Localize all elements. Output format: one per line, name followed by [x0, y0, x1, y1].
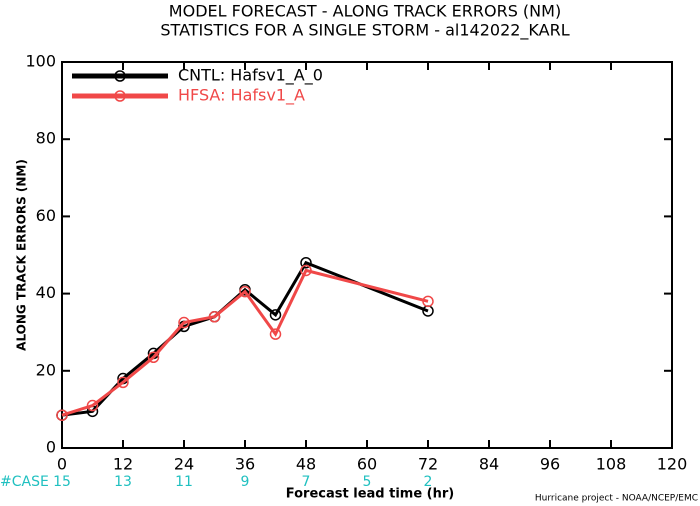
x-tick-label: 72 — [418, 455, 438, 474]
x-tick-label: 84 — [479, 455, 499, 474]
x-tick-label: 12 — [113, 455, 133, 474]
footer: Hurricane project - NOAA/NCEP/EMC — [535, 494, 698, 504]
y-tick-label: 40 — [36, 283, 56, 302]
point — [208, 311, 221, 323]
case-count: 11 — [175, 474, 193, 490]
case-count: 2 — [424, 474, 433, 490]
legend-label: CNTL: Hafsv1_A_0 — [178, 66, 323, 86]
plot-frame — [61, 61, 673, 449]
x-tick-label: 120 — [657, 455, 688, 474]
point — [422, 295, 434, 308]
x-axis-label: Forecast lead time (hr) — [286, 487, 454, 502]
x-tick-label: 24 — [174, 455, 194, 474]
point — [56, 409, 68, 421]
case-count: 5 — [363, 474, 372, 490]
chart-subtitle: STATISTICS FOR A SINGLE STORM - al142022… — [160, 21, 569, 41]
y-axis-label: ALONG TRACK ERRORS (NM) — [15, 159, 29, 351]
case-count: 7 — [302, 474, 311, 490]
y-tick-label: 0 — [46, 438, 56, 457]
case-count: 13 — [114, 474, 132, 490]
x-tick-label: 48 — [296, 455, 316, 474]
x-tick-label: 60 — [357, 455, 377, 474]
x-tick-label: 96 — [540, 455, 560, 474]
point — [86, 399, 99, 412]
point — [300, 264, 312, 277]
x-tick-label: 0 — [57, 455, 67, 474]
y-tick-label: 60 — [36, 206, 56, 225]
series-line — [61, 260, 429, 417]
y-tick-label: 20 — [36, 360, 56, 379]
point — [269, 309, 282, 321]
point — [117, 376, 129, 389]
case-count: 15 — [53, 474, 71, 490]
y-tick-label: 100 — [25, 52, 56, 71]
y-tick-label: 80 — [36, 129, 56, 148]
point — [269, 328, 282, 340]
legend-label: HFSA: Hafsv1_A — [178, 86, 305, 106]
point — [147, 351, 160, 364]
case-label: #CASE — [0, 474, 49, 490]
x-tick-label: 108 — [596, 455, 627, 474]
case-count: 9 — [241, 474, 250, 490]
point — [300, 256, 312, 269]
x-tick-label: 36 — [235, 455, 255, 474]
point — [239, 285, 251, 298]
chart-title: MODEL FORECAST - ALONG TRACK ERRORS (NM) — [169, 2, 561, 21]
legend-marker — [114, 90, 126, 102]
series-line — [61, 268, 429, 417]
legend-marker — [114, 70, 126, 82]
point — [178, 316, 190, 329]
